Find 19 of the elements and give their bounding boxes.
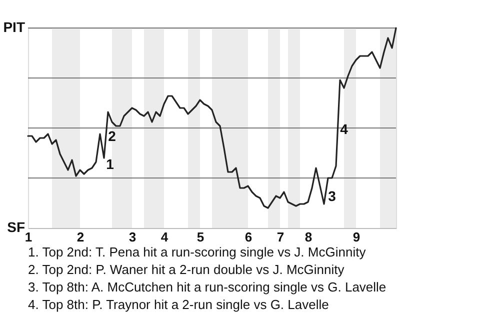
text: SF <box>7 219 26 235</box>
text: PIT <box>3 19 26 35</box>
x-tick-label: 4 <box>160 230 169 244</box>
x-tick-label: 3 <box>128 230 136 244</box>
annotation: 2 <box>108 128 116 144</box>
x-tick-label: 6 <box>244 230 252 244</box>
x-tick-label: 7 <box>276 230 284 244</box>
x-tick-label: 5 <box>196 230 204 244</box>
x-tick-label: 9 <box>352 230 360 244</box>
text: 4. Top 8th: P. Traynor hit a 2-run single vs G. Lavelle <box>28 297 329 312</box>
x-tick-label: 8 <box>304 230 312 244</box>
annotation: 1 <box>106 156 114 172</box>
annotation: 4 <box>340 121 348 137</box>
text: 3. Top 8th: A. McCutchen hit a run-scoring single vs G. Lavelle <box>28 280 386 294</box>
text: 1. Top 2nd: T. Pena hit a run-scoring single vs J. McGinnity <box>28 244 366 260</box>
text: 2. Top 2nd: P. Waner hit a 2-run double vs J. McGinnity <box>28 262 345 277</box>
x-tick-label: 2 <box>76 230 84 244</box>
annotation: 3 <box>328 188 336 204</box>
x-tick-label: 1 <box>24 230 32 244</box>
